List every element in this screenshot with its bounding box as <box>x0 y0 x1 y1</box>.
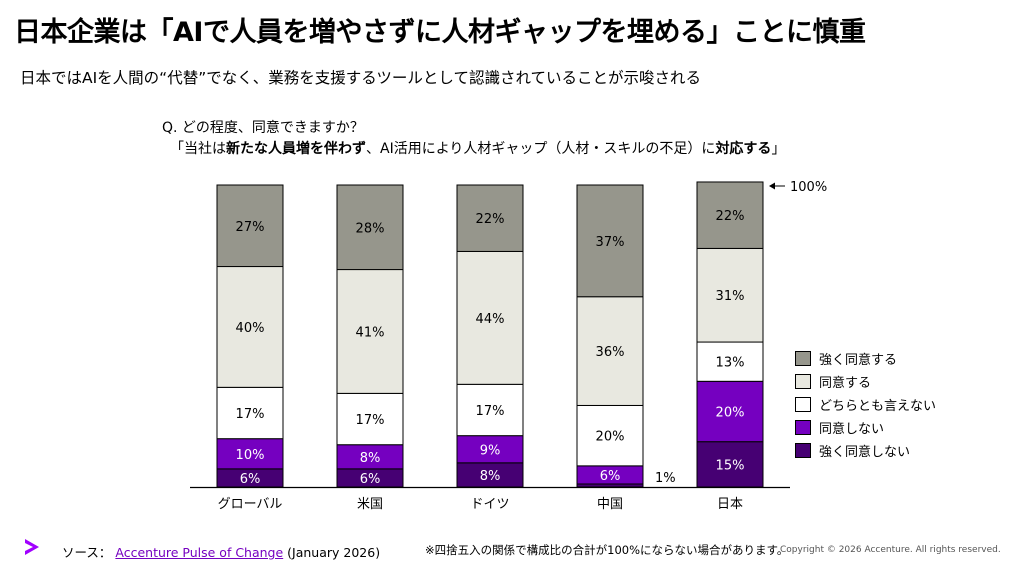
data-label: 28% <box>356 221 385 236</box>
bar-disagree <box>336 444 404 470</box>
data-label: 6% <box>600 469 621 484</box>
bar-neutral <box>216 386 284 440</box>
data-label: 17% <box>356 413 385 428</box>
bar-neutral <box>336 392 404 446</box>
bar-strongly-agree <box>576 184 644 298</box>
question-line-1: Q. どの程度、同意できますか？ <box>162 120 364 136</box>
question-emphasis-2: 対応する <box>715 141 772 157</box>
x-tick-label: ドイツ <box>470 497 509 512</box>
bar-agree <box>216 266 284 388</box>
bar-strongly-disagree <box>696 441 764 488</box>
source-citation: ソース： Accenture Pulse of Change (January … <box>62 542 380 561</box>
legend-item-strongly-disagree: 強く同意しない <box>795 439 936 462</box>
data-label: 31% <box>716 289 745 304</box>
legend-item-strongly-agree: 強く同意する <box>795 347 936 370</box>
data-label: 40% <box>236 321 265 336</box>
legend-item-neutral: どちらとも言えない <box>795 393 936 416</box>
data-label: 6% <box>240 472 261 487</box>
x-tick-label: 日本 <box>717 497 743 512</box>
page-title: 日本企業は「AIで人員を増やさずに人材ギャップを埋める」ことに慎重 <box>14 17 866 48</box>
data-label: 36% <box>596 345 625 360</box>
legend-swatch-agree <box>795 374 811 389</box>
data-label: 20% <box>596 430 625 445</box>
legend-swatch-strongly-disagree <box>795 443 811 458</box>
data-label: 9% <box>480 443 501 458</box>
bar-agree <box>456 250 524 385</box>
copyright: Copyright © 2026 Accenture. All rights r… <box>780 545 1001 555</box>
bar-agree <box>576 296 644 406</box>
legend-label: 強く同意する <box>819 353 898 368</box>
question-text-e: 」 <box>771 141 786 157</box>
question-line-2: 「当社は新たな人員増を伴わず、AI活用により人材ギャップ（人材・スキルの不足）に… <box>162 139 785 160</box>
chart-legend: 強く同意する 同意する どちらとも言えない 同意しない 強く同意しない <box>795 347 936 462</box>
x-tick-label: 米国 <box>357 497 383 512</box>
legend-label: どちらとも言えない <box>819 399 937 414</box>
bar-neutral <box>456 383 524 437</box>
data-label: 44% <box>476 312 505 327</box>
bar-agree <box>696 247 764 343</box>
legend-label: 強く同意しない <box>819 445 911 460</box>
data-label: 17% <box>236 407 265 422</box>
data-label: 6% <box>360 472 381 487</box>
survey-question: Q. どの程度、同意できますか？ 「当社は新たな人員増を伴わず、AI活用により人… <box>162 118 785 160</box>
x-tick-label: 中国 <box>597 497 623 512</box>
legend-swatch-disagree <box>795 420 811 435</box>
data-label: 27% <box>236 220 265 235</box>
bar-neutral <box>576 404 644 467</box>
legend-swatch-neutral <box>795 397 811 412</box>
legend-item-disagree: 同意しない <box>795 416 936 439</box>
source-link[interactable]: Accenture Pulse of Change <box>115 545 284 560</box>
bar-strongly-agree <box>456 184 524 252</box>
data-label: 41% <box>356 325 385 340</box>
legend-label: 同意する <box>819 376 872 391</box>
question-emphasis-1: 新たな人員増を伴わず <box>226 141 366 157</box>
question-text-c: 、AI活用により人材ギャップ（人材・スキルの不足）に <box>366 141 716 157</box>
bar-strongly-agree <box>216 184 284 268</box>
data-label: 15% <box>716 458 745 473</box>
question-text-a: 「当社は <box>170 141 226 157</box>
data-label: 8% <box>480 469 501 484</box>
data-label: 22% <box>476 212 505 227</box>
legend-swatch-strongly-agree <box>795 351 811 366</box>
data-label: 13% <box>716 356 745 371</box>
bar-neutral <box>696 341 764 382</box>
source-prefix: ソース： <box>62 545 112 560</box>
bar-disagree <box>456 435 524 464</box>
source-suffix: (January 2026) <box>283 545 381 560</box>
annotation-label: 100% <box>790 180 827 195</box>
data-label: 8% <box>360 451 381 466</box>
page-subtitle: 日本ではAIを人間の“代替”でなく、業務を支援するツールとして認識されていること… <box>20 69 701 87</box>
data-label: 22% <box>716 209 745 224</box>
data-label: 20% <box>716 406 745 421</box>
annotation-arrow-head-icon <box>769 182 775 190</box>
data-label: 37% <box>596 235 625 250</box>
legend-label: 同意しない <box>819 422 885 437</box>
rounding-note: ※四捨五入の関係で構成比の合計が100%にならない場合があります。 <box>425 543 789 557</box>
data-label: 17% <box>476 404 505 419</box>
legend-item-agree: 同意する <box>795 370 936 393</box>
accenture-logo-icon <box>25 539 39 555</box>
x-tick-label: グローバル <box>218 497 283 512</box>
outside-data-label: 1% <box>655 471 676 486</box>
bar-strongly-agree <box>696 181 764 249</box>
data-label: 10% <box>236 448 265 463</box>
bar-strongly-agree <box>336 184 404 271</box>
